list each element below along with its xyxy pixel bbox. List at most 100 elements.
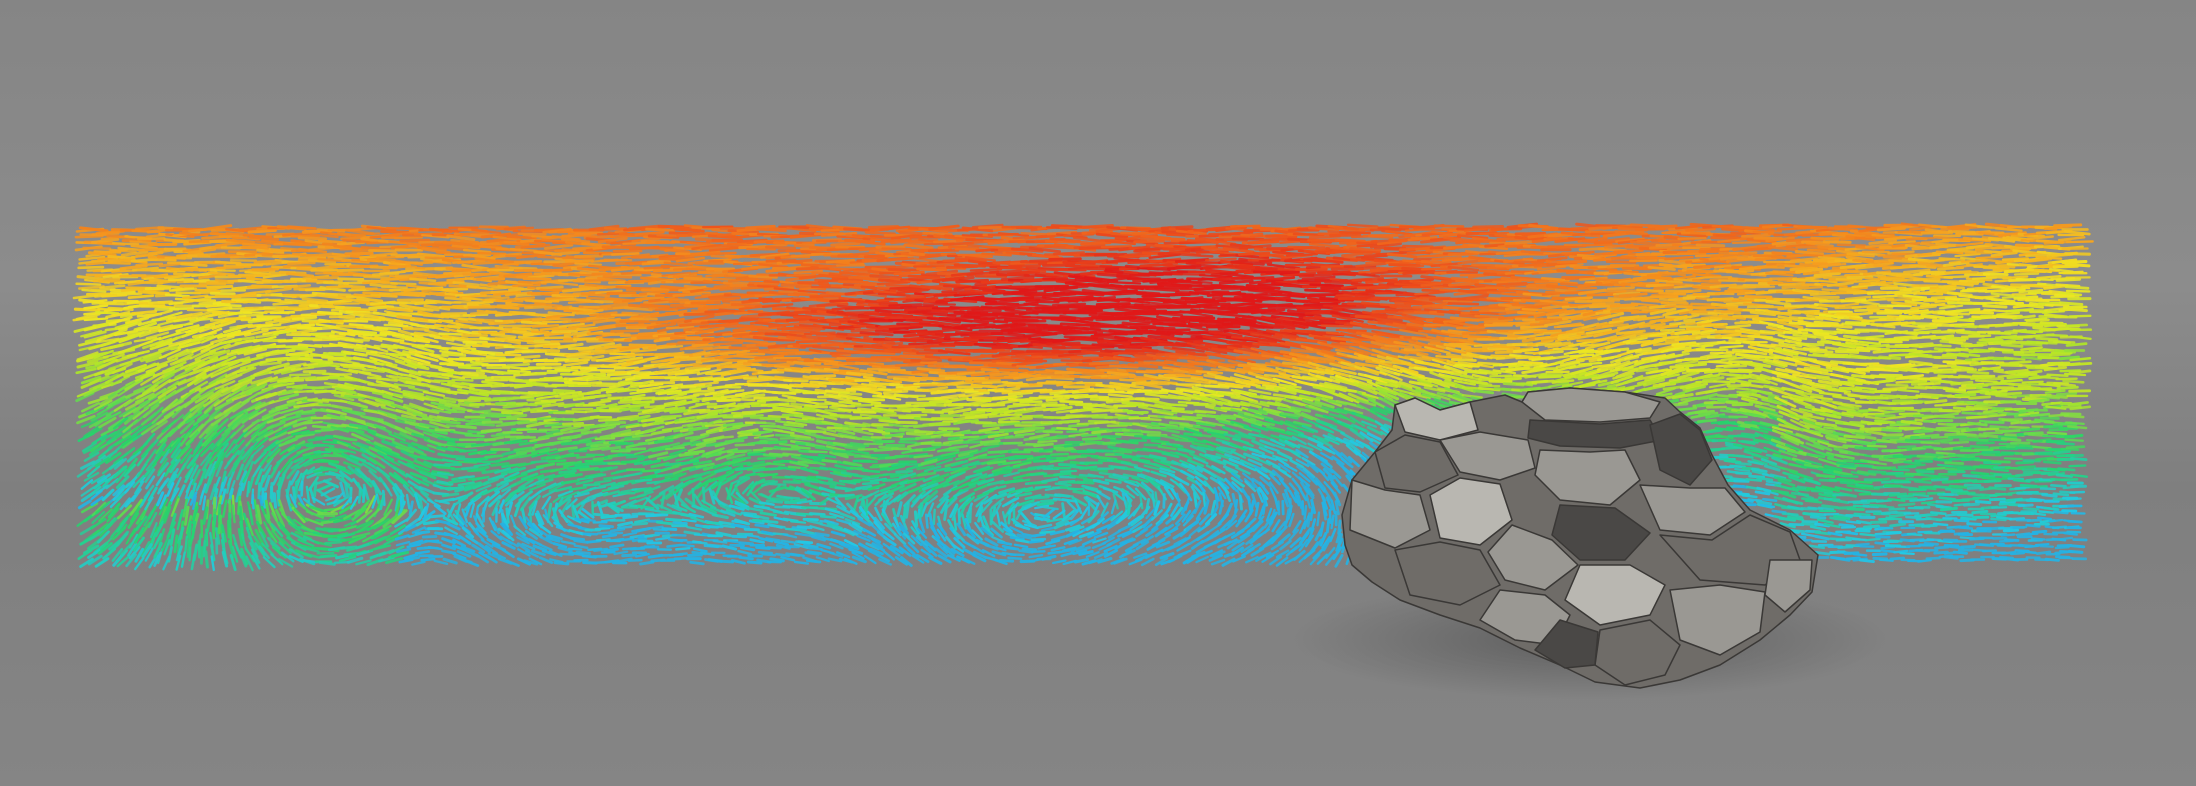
velocity-vector <box>208 349 231 360</box>
velocity-vector <box>881 247 912 251</box>
velocity-vector <box>149 337 173 348</box>
velocity-vector <box>337 277 365 281</box>
velocity-vector <box>786 273 817 277</box>
velocity-vector <box>608 531 624 536</box>
velocity-vector <box>269 485 274 503</box>
velocity-vector <box>156 411 175 426</box>
velocity-vector <box>214 453 227 470</box>
velocity-vector <box>200 442 215 457</box>
velocity-vector <box>174 367 194 379</box>
velocity-vector <box>920 361 950 365</box>
velocity-vector <box>113 465 128 479</box>
velocity-vector <box>273 382 295 388</box>
velocity-vector <box>569 536 586 542</box>
velocity-vector <box>237 495 242 516</box>
velocity-vector <box>283 409 304 417</box>
velocity-vector <box>503 226 535 231</box>
velocity-vector <box>155 472 166 487</box>
velocity-vector <box>283 362 307 369</box>
velocity-vector <box>76 360 99 369</box>
velocity-vector <box>180 551 186 568</box>
velocity-vector <box>193 437 204 454</box>
velocity-vector <box>882 389 909 395</box>
velocity-vector <box>138 328 163 338</box>
velocity-vector <box>229 255 258 259</box>
velocity-vector <box>899 354 931 360</box>
velocity-vector <box>80 502 99 514</box>
velocity-vector <box>927 248 960 253</box>
velocity-vector <box>184 467 194 484</box>
velocity-vector <box>765 245 797 250</box>
velocity-vector <box>87 548 102 559</box>
velocity-vector <box>562 421 585 426</box>
velocity-vector <box>229 384 248 397</box>
velocity-vector <box>116 554 131 568</box>
velocity-vector <box>598 524 614 529</box>
velocity-vector <box>259 361 282 366</box>
velocity-vector <box>553 357 579 361</box>
velocity-vector <box>142 290 170 296</box>
velocity-vector <box>601 533 618 539</box>
velocity-vector <box>278 557 294 568</box>
velocity-vector <box>214 380 236 390</box>
velocity-vector <box>558 469 577 475</box>
velocity-vector <box>224 402 241 417</box>
velocity-vector <box>135 262 164 267</box>
velocity-vector <box>144 547 154 562</box>
velocity-vector <box>76 275 104 281</box>
velocity-vector <box>627 558 643 562</box>
velocity-vector <box>94 557 110 568</box>
velocity-vector <box>905 413 928 417</box>
velocity-vector <box>560 453 580 458</box>
velocity-vector <box>103 261 132 265</box>
velocity-vector <box>572 439 592 445</box>
velocity-vector <box>266 536 281 551</box>
velocity-vector <box>153 551 162 567</box>
velocity-vector <box>113 399 133 412</box>
velocity-vector <box>540 398 564 403</box>
velocity-vector <box>265 350 290 357</box>
velocity-vector <box>111 396 131 407</box>
velocity-vector <box>257 385 278 395</box>
velocity-vector <box>153 541 163 559</box>
velocity-vector <box>166 348 189 361</box>
velocity-vector <box>251 554 261 570</box>
velocity-vector <box>241 410 259 424</box>
velocity-vector <box>104 328 128 338</box>
velocity-vector <box>279 537 295 552</box>
velocity-vector <box>191 342 214 354</box>
velocity-vector <box>268 397 290 405</box>
velocity-vector <box>235 486 242 503</box>
velocity-vector <box>344 251 374 256</box>
velocity-vector <box>123 410 141 425</box>
velocity-vector <box>87 485 102 498</box>
velocity-vector <box>209 291 236 296</box>
velocity-vector <box>528 507 533 525</box>
velocity-vector <box>87 396 109 405</box>
velocity-vector <box>375 326 402 331</box>
velocity-vector <box>244 547 256 563</box>
velocity-vector <box>922 231 953 237</box>
velocity-vector <box>689 560 705 566</box>
velocity-vector <box>272 545 287 559</box>
velocity-vector <box>285 495 293 512</box>
velocity-vector <box>208 468 216 486</box>
velocity-vector <box>755 421 776 425</box>
velocity-vector <box>250 444 265 458</box>
velocity-vector <box>200 341 224 353</box>
velocity-vector <box>639 560 655 566</box>
velocity-vector <box>441 352 467 357</box>
velocity-vector <box>509 266 538 271</box>
velocity-vector <box>199 546 204 565</box>
velocity-vector <box>783 496 801 500</box>
velocity-vector <box>194 391 214 404</box>
velocity-vector <box>144 286 172 291</box>
velocity-vector <box>436 465 456 470</box>
velocity-vector <box>166 521 176 539</box>
velocity-vector <box>286 515 301 531</box>
velocity-vector <box>95 337 120 344</box>
velocity-vector <box>869 274 902 280</box>
velocity-vector <box>256 376 279 387</box>
velocity-vector <box>125 457 138 474</box>
